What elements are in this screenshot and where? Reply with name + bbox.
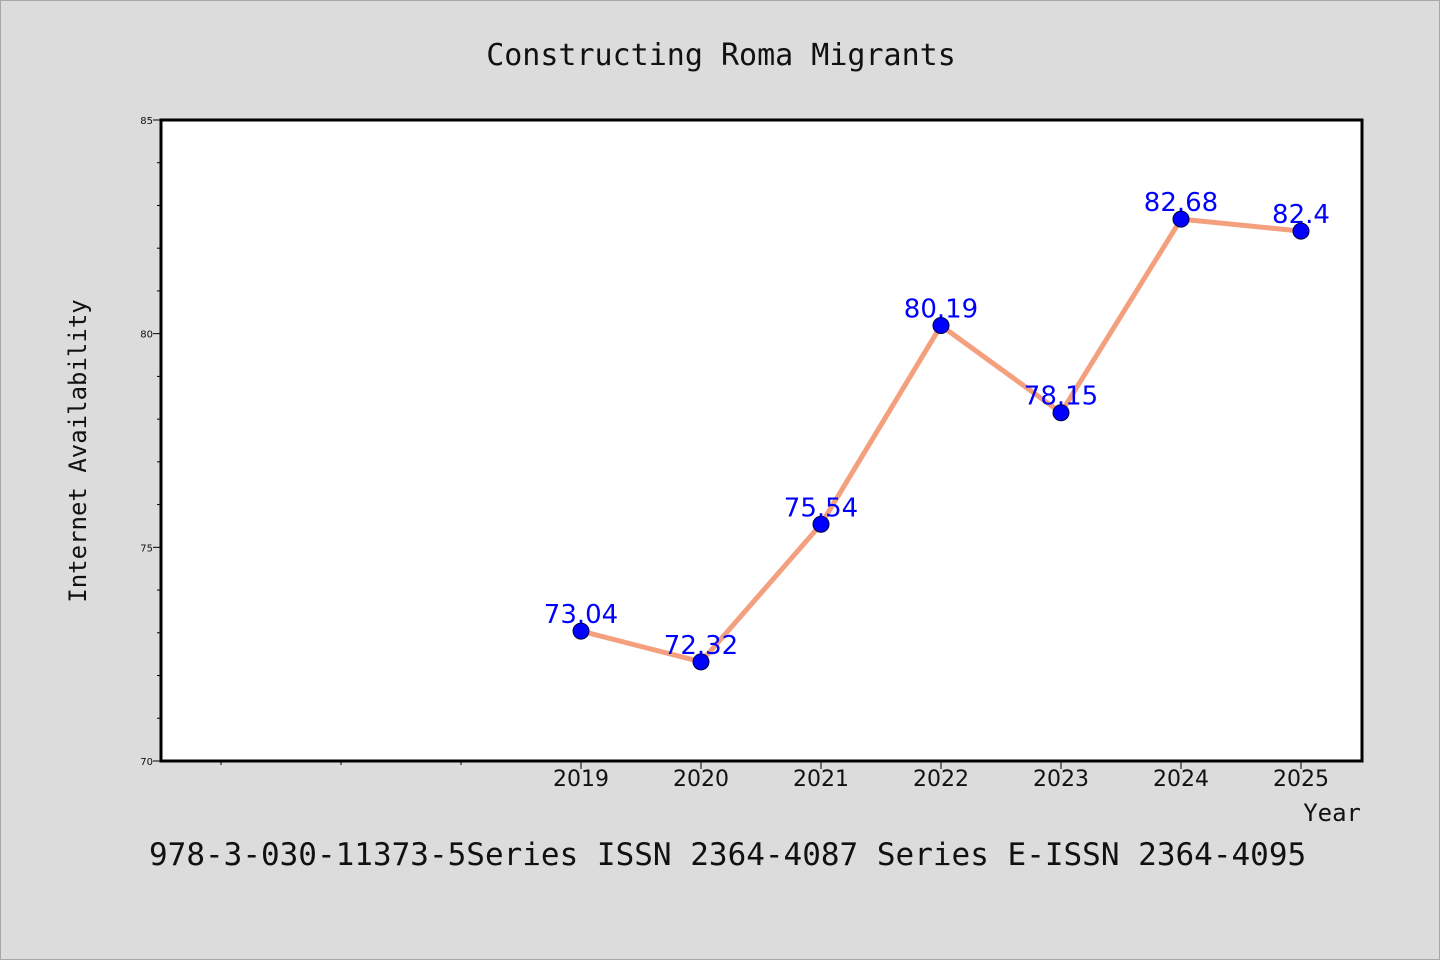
y-axis: 70 75 80 85 [140, 116, 161, 768]
data-label: 73.04 [544, 600, 618, 630]
data-point [692, 653, 710, 671]
y-tick-label: 80 [140, 330, 153, 341]
data-point [1052, 404, 1070, 422]
chart-title: Constructing Roma Migrants [486, 38, 956, 73]
plot-area [159, 118, 1364, 763]
x-tick-label: 2022 [913, 767, 969, 792]
data-label: 78.15 [1024, 382, 1098, 412]
data-label: 82.68 [1144, 188, 1218, 218]
data-label: 82.4 [1272, 200, 1330, 230]
data-point [812, 515, 830, 533]
y-tick-label: 75 [140, 543, 153, 554]
data-label: 72.32 [664, 631, 738, 661]
data-point [1292, 222, 1310, 240]
data-point [1172, 210, 1190, 228]
data-label: 75.54 [784, 493, 858, 523]
x-tick-label: 2021 [793, 767, 849, 792]
x-axis-label: Year [1303, 799, 1361, 827]
data-label: 80.19 [904, 295, 978, 325]
x-tick-label: 2023 [1033, 767, 1089, 792]
data-point [572, 622, 590, 640]
data-point [932, 317, 950, 335]
x-tick-label: 2020 [673, 767, 729, 792]
x-tick-label: 2024 [1153, 767, 1209, 792]
y-axis-label: Internet Availability [64, 299, 92, 602]
x-axis: 2019 2020 2021 2022 2023 2024 2025 [220, 761, 1329, 792]
x-tick-label: 2025 [1273, 767, 1329, 792]
x-tick-label: 2019 [553, 767, 609, 792]
series-line: 73.04 72.32 75.54 80.19 78.15 82.68 82.4 [544, 188, 1330, 671]
footer-isbn-issn: 978-3-030-11373-5Series ISSN 2364-4087 S… [149, 837, 1306, 873]
y-tick-label: 85 [140, 116, 153, 127]
y-tick-label: 70 [140, 757, 153, 768]
